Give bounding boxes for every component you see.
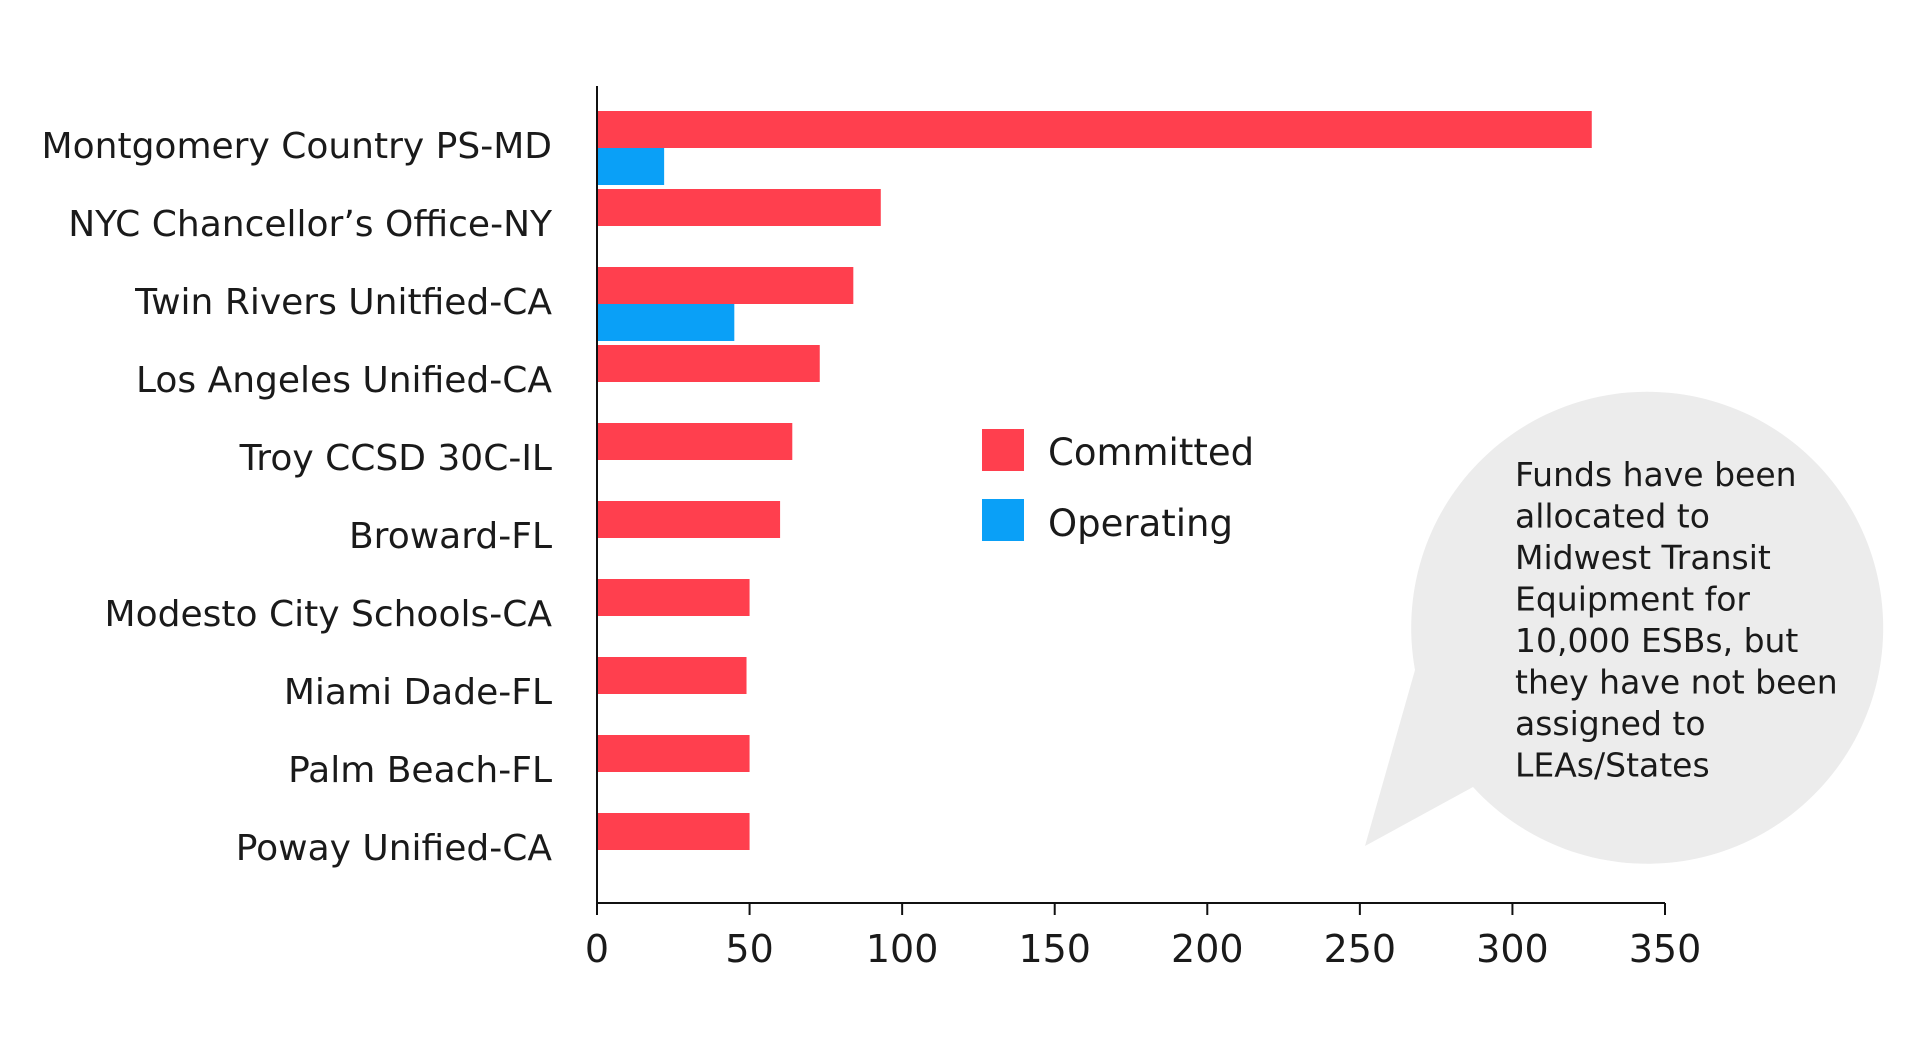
- category-label-poway-unified-ca: Poway Unified-CA: [236, 828, 553, 869]
- x-tick-label-100: 100: [866, 927, 939, 971]
- x-tick-label-150: 150: [1018, 927, 1091, 971]
- x-tick-label-300: 300: [1476, 927, 1549, 971]
- x-tick-label-50: 50: [725, 927, 773, 971]
- x-tick-label-200: 200: [1171, 927, 1244, 971]
- legend-label-operating: Operating: [1048, 502, 1233, 545]
- category-label-broward-fl: Broward-FL: [349, 516, 552, 557]
- bar-committed-palm-beach-fl: [597, 735, 750, 772]
- bar-operating-twin-rivers-unitfied-ca: [597, 304, 735, 341]
- x-tick-label-250: 250: [1324, 927, 1397, 971]
- bar-committed-montgomery-country-ps-md: [597, 111, 1592, 148]
- bar-committed-troy-ccsd-30c-il: [597, 423, 793, 460]
- bar-committed-miami-dade-fl: [597, 657, 747, 694]
- legend-swatch-operating: [982, 499, 1024, 541]
- legend-label-committed: Committed: [1048, 431, 1254, 474]
- annotation-line: Equipment for: [1515, 580, 1750, 619]
- bar-committed-broward-fl: [597, 501, 781, 538]
- annotation-line: 10,000 ESBs, but: [1515, 621, 1798, 660]
- axes-layer: [596, 86, 1665, 904]
- bar-committed-modesto-city-schools-ca: [597, 579, 750, 616]
- category-label-palm-beach-fl: Palm Beach-FL: [288, 750, 552, 791]
- category-label-troy-ccsd-30c-il: Troy CCSD 30C-IL: [239, 438, 552, 479]
- annotation-line: Funds have been: [1515, 455, 1797, 494]
- legend-swatch-committed: [982, 429, 1024, 471]
- category-label-twin-rivers-unitfied-ca: Twin Rivers Unitfied-CA: [134, 282, 552, 323]
- annotation-line: LEAs/States: [1515, 746, 1710, 785]
- bar-operating-montgomery-country-ps-md: [597, 148, 665, 185]
- x-axis-ticks: 0 50 100 150 200 250 300 350: [585, 903, 1701, 971]
- speech-bubble: [1365, 391, 1884, 864]
- category-label-modesto-city-schools-ca: Modesto City Schools-CA: [105, 594, 553, 635]
- bar-committed-nyc-chancellor-s-office-ny: [597, 189, 881, 226]
- bars-layer: [597, 111, 1592, 850]
- x-tick-label-0: 0: [585, 927, 609, 971]
- category-label-nyc-chancellor-s-office-ny: NYC Chancellor’s Office-NY: [68, 204, 553, 245]
- x-tick-label-350: 350: [1629, 927, 1702, 971]
- bar-committed-los-angeles-unified-ca: [597, 345, 820, 382]
- category-label-miami-dade-fl: Miami Dade-FL: [284, 672, 552, 713]
- category-label-montgomery-country-ps-md: Montgomery Country PS-MD: [42, 126, 552, 167]
- annotation-line: Midwest Transit: [1515, 538, 1771, 577]
- annotation-line: they have not been: [1515, 663, 1838, 702]
- annotation-line: assigned to: [1515, 704, 1706, 743]
- bar-committed-poway-unified-ca: [597, 813, 750, 850]
- legend: Committed Operating: [982, 429, 1254, 545]
- bar-committed-twin-rivers-unitfied-ca: [597, 267, 854, 304]
- category-labels: Montgomery Country PS-MD NYC Chancellor’s…: [42, 126, 553, 869]
- category-label-los-angeles-unified-ca: Los Angeles Unified-CA: [136, 360, 552, 401]
- annotation-line: allocated to: [1515, 497, 1710, 536]
